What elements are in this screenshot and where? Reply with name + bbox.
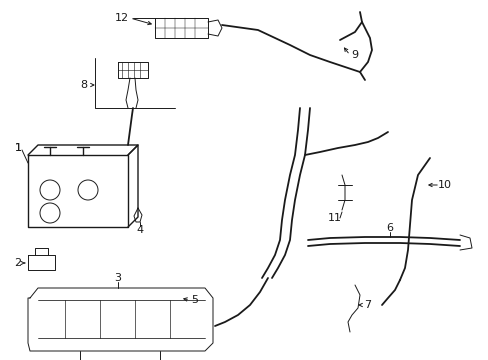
Text: 4: 4 xyxy=(136,225,143,235)
Text: 1: 1 xyxy=(15,143,21,153)
Text: 2: 2 xyxy=(15,258,21,268)
Text: 1: 1 xyxy=(15,143,21,153)
Text: 5: 5 xyxy=(191,295,198,305)
Text: 10: 10 xyxy=(437,180,451,190)
Text: 6: 6 xyxy=(386,223,393,233)
Text: 12: 12 xyxy=(115,13,129,23)
Text: 3: 3 xyxy=(114,273,121,283)
Text: 11: 11 xyxy=(327,213,341,223)
Text: 7: 7 xyxy=(364,300,371,310)
Text: 8: 8 xyxy=(80,80,87,90)
Text: 9: 9 xyxy=(351,50,358,60)
